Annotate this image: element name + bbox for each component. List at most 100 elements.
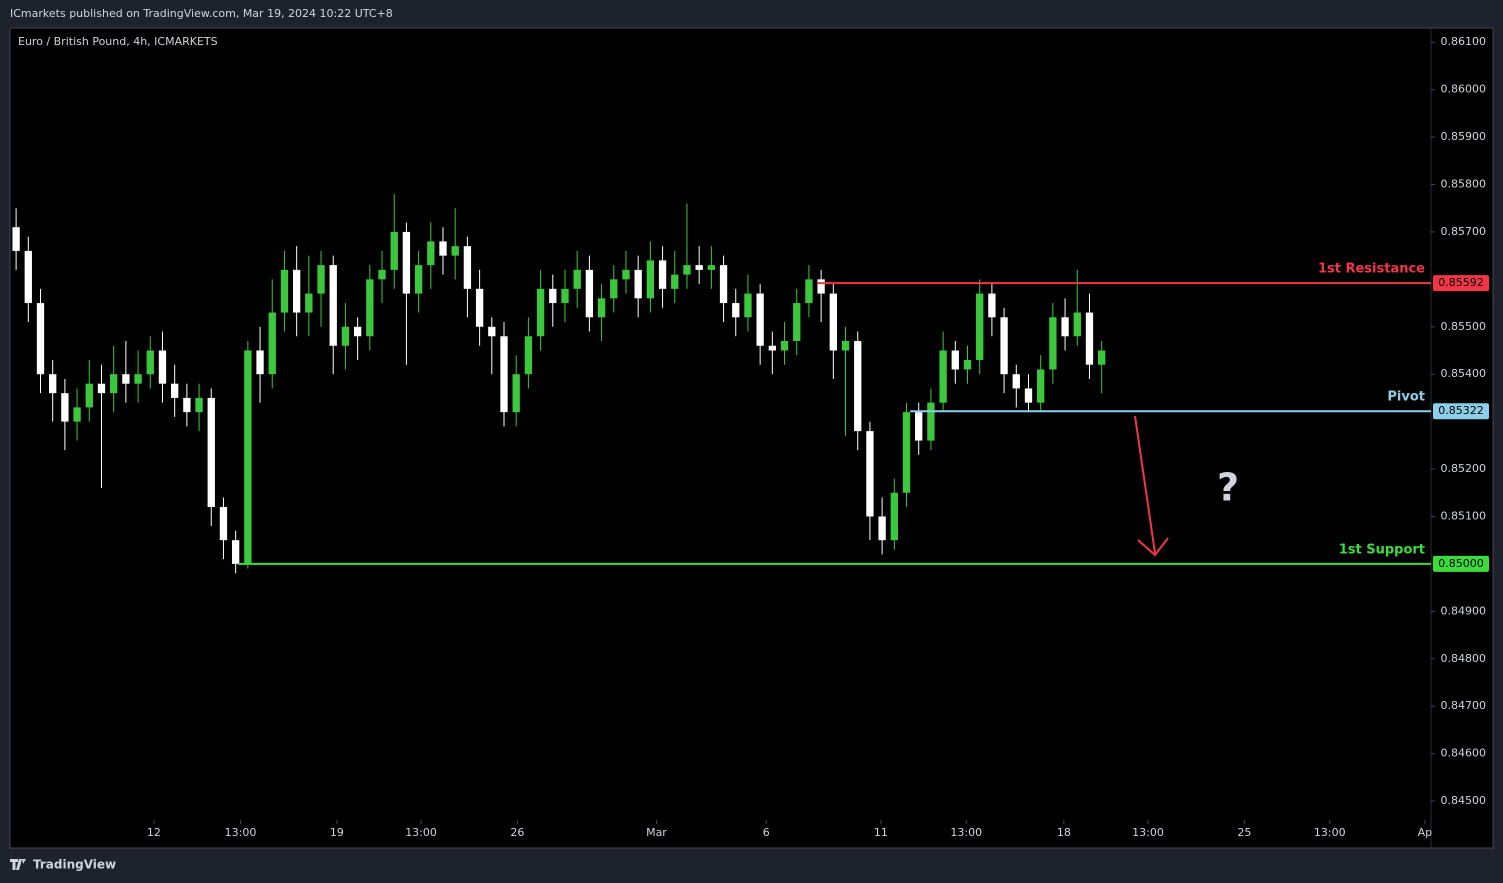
candle-body bbox=[329, 265, 337, 346]
candle-body bbox=[292, 269, 301, 313]
annotation: ? bbox=[1217, 466, 1239, 510]
candle-body bbox=[171, 383, 179, 398]
level-name: 1st Support bbox=[1339, 542, 1425, 557]
x-tick-label: 6 bbox=[763, 826, 770, 839]
y-tick-label: 0.85700 bbox=[1441, 225, 1487, 238]
candle-body bbox=[183, 397, 191, 413]
candle-body bbox=[402, 231, 411, 294]
y-tick-label: 0.84500 bbox=[1441, 794, 1487, 807]
candle-body bbox=[414, 265, 423, 294]
candle-body bbox=[439, 241, 447, 256]
candle-body bbox=[1012, 374, 1020, 389]
candle-body bbox=[341, 326, 350, 346]
candle-body bbox=[219, 506, 228, 541]
level-name: Pivot bbox=[1387, 390, 1425, 405]
x-tick-label: 11 bbox=[874, 826, 888, 839]
candle-body bbox=[951, 350, 959, 370]
candle-body bbox=[305, 293, 313, 313]
candle-body bbox=[549, 288, 557, 304]
candle-body bbox=[1085, 312, 1094, 365]
x-tick-label: 26 bbox=[510, 826, 524, 839]
candle-body bbox=[988, 293, 996, 318]
footer-brand: TradingView bbox=[33, 858, 116, 872]
x-tick-label: 13:00 bbox=[950, 826, 982, 839]
candle-body bbox=[1024, 388, 1033, 403]
candle-body bbox=[268, 312, 276, 375]
candle-body bbox=[500, 336, 508, 413]
candle-body bbox=[378, 269, 386, 280]
candle-body bbox=[768, 345, 776, 351]
level-tag bbox=[1433, 555, 1489, 572]
candle-body bbox=[158, 350, 167, 384]
y-tick-label: 0.85800 bbox=[1441, 178, 1487, 191]
candle-body bbox=[134, 374, 142, 384]
candle-body bbox=[695, 265, 703, 270]
level-tag-label: 0.85000 bbox=[1438, 557, 1484, 570]
candle-body bbox=[610, 279, 618, 299]
y-tick-label: 0.85200 bbox=[1441, 462, 1487, 475]
candle-body bbox=[927, 402, 935, 441]
y-tick-label: 0.84600 bbox=[1441, 747, 1487, 760]
y-tick-label: 0.84900 bbox=[1441, 604, 1487, 617]
candle-body bbox=[256, 350, 264, 375]
candle-body bbox=[1061, 317, 1069, 337]
x-tick-label: 13:00 bbox=[405, 826, 437, 839]
candle-body bbox=[793, 303, 801, 342]
candle-body bbox=[890, 492, 898, 541]
candle-body bbox=[1000, 317, 1008, 375]
candle-body bbox=[244, 350, 252, 564]
x-tick-label: 13:00 bbox=[1314, 826, 1346, 839]
candle-body bbox=[36, 303, 45, 375]
candle-body bbox=[634, 269, 642, 299]
candle-body bbox=[280, 269, 289, 313]
candle-body bbox=[732, 303, 740, 318]
candle-body bbox=[841, 341, 850, 351]
candle-body bbox=[146, 350, 154, 375]
candle-body bbox=[854, 341, 862, 432]
y-tick-label: 0.85400 bbox=[1441, 367, 1487, 380]
candle-body bbox=[536, 288, 545, 337]
candle-body bbox=[707, 265, 716, 270]
candle-body bbox=[110, 374, 118, 394]
candle-body bbox=[195, 397, 203, 413]
x-tick-label: 13:00 bbox=[225, 826, 257, 839]
candle-body bbox=[1037, 369, 1045, 403]
candle-body bbox=[683, 265, 691, 275]
candle-body bbox=[317, 265, 325, 294]
y-tick-label: 0.85500 bbox=[1441, 320, 1487, 333]
y-tick-label: 0.85900 bbox=[1441, 130, 1487, 143]
candle-body bbox=[61, 393, 69, 422]
candle-body bbox=[366, 279, 374, 337]
candle-body bbox=[488, 326, 496, 337]
x-tick-label: 12 bbox=[147, 826, 161, 839]
candle-body bbox=[231, 540, 240, 564]
x-tick-label: 19 bbox=[330, 826, 344, 839]
candle-body bbox=[671, 274, 679, 289]
candle-body bbox=[85, 383, 93, 408]
logo bbox=[10, 859, 26, 870]
candle-body bbox=[512, 374, 520, 413]
candle-body bbox=[866, 431, 874, 517]
candle-body bbox=[390, 231, 398, 270]
level-tag-label: 0.85322 bbox=[1438, 404, 1484, 417]
chart-title: Euro / British Pound, 4h, ICMARKETS bbox=[18, 35, 218, 48]
level-name: 1st Resistance bbox=[1318, 262, 1425, 277]
candle-body bbox=[427, 241, 435, 266]
level-tag-label: 0.85592 bbox=[1438, 276, 1484, 289]
y-tick-label: 0.84800 bbox=[1441, 652, 1487, 665]
candle-body bbox=[585, 269, 594, 318]
candle-body bbox=[646, 260, 655, 299]
y-tick-label: 0.86000 bbox=[1441, 83, 1487, 96]
candle-body bbox=[73, 407, 81, 422]
candle-body bbox=[24, 250, 32, 304]
candle-body bbox=[976, 293, 984, 360]
y-tick-label: 0.84700 bbox=[1441, 699, 1487, 712]
candle-body bbox=[878, 516, 886, 541]
plot-area bbox=[9, 27, 1494, 849]
candle-body bbox=[622, 269, 630, 280]
level-tag bbox=[1433, 275, 1489, 292]
candle-body bbox=[902, 412, 911, 493]
y-tick-label: 0.85100 bbox=[1441, 509, 1487, 522]
x-tick-label: 18 bbox=[1057, 826, 1071, 839]
